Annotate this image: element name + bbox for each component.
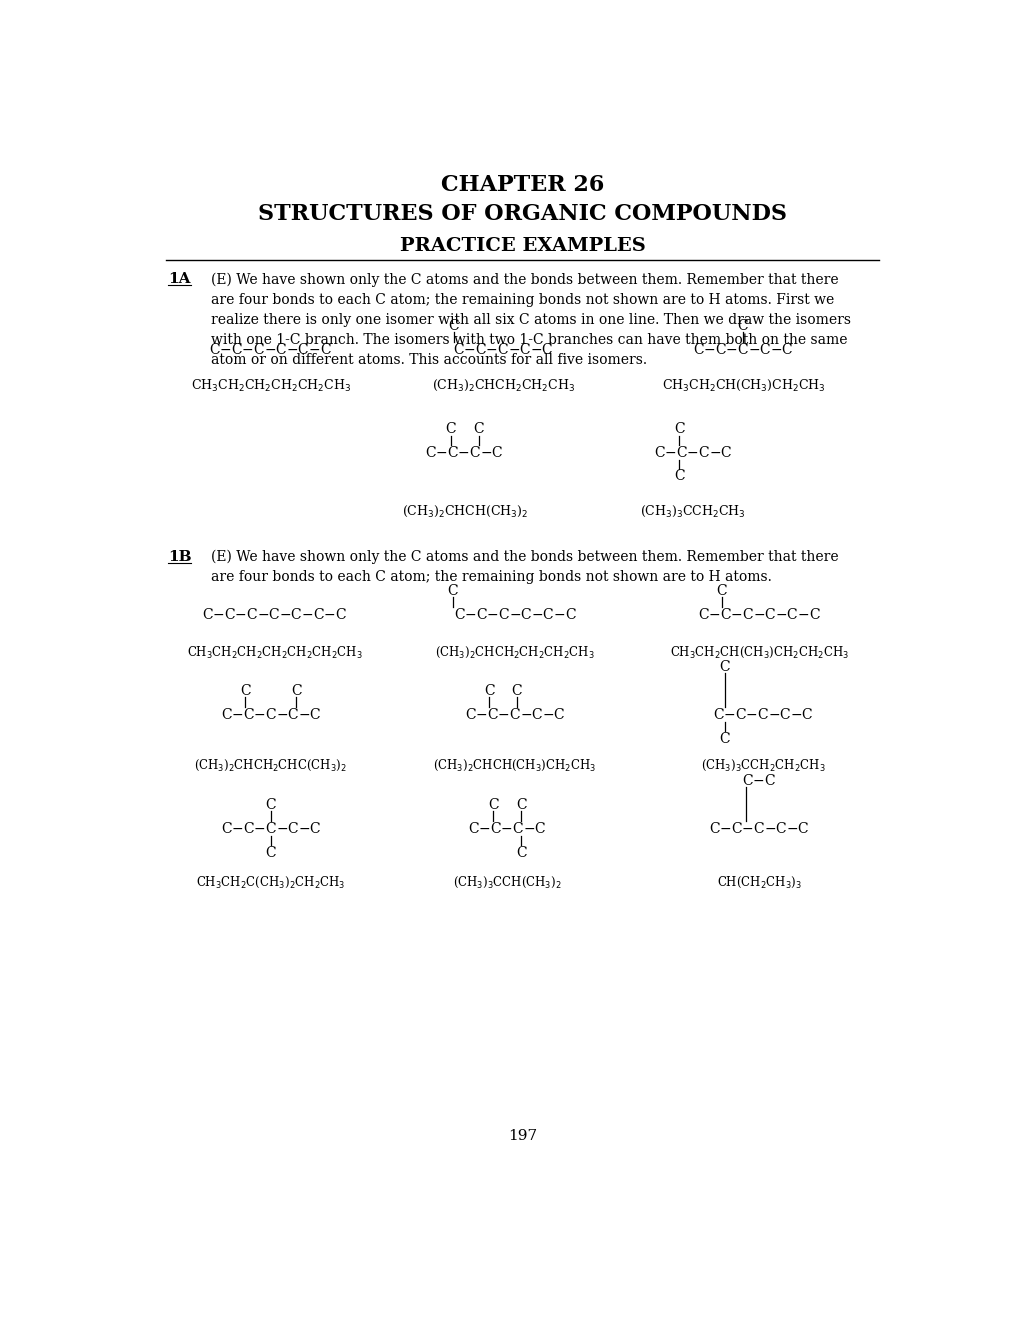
- Text: C: C: [719, 733, 730, 746]
- Text: C$-$C$-$C$-$C$-$C: C$-$C$-$C$-$C$-$C: [708, 821, 809, 836]
- Text: CH$_3$CH$_2$CH$_2$CH$_2$CH$_2$CH$_2$CH$_3$: CH$_3$CH$_2$CH$_2$CH$_2$CH$_2$CH$_2$CH$_…: [186, 645, 362, 661]
- Text: C$-$C$-$C$-$C$-$C: C$-$C$-$C$-$C$-$C: [452, 342, 553, 356]
- Text: C$-$C: C$-$C: [742, 774, 775, 788]
- Text: C$-$C$-$C$-$C: C$-$C$-$C$-$C: [468, 821, 546, 836]
- Text: (E) We have shown only the C atoms and the bonds between them. Remember that the: (E) We have shown only the C atoms and t…: [211, 549, 838, 583]
- Text: C: C: [448, 319, 459, 333]
- Text: (CH$_3$)$_2$CHCH(CH$_3$)CH$_2$CH$_3$: (CH$_3$)$_2$CHCH(CH$_3$)CH$_2$CH$_3$: [433, 758, 596, 772]
- Text: (CH$_3$)$_3$CCH$_2$CH$_3$: (CH$_3$)$_3$CCH$_2$CH$_3$: [640, 503, 746, 519]
- Text: STRUCTURES OF ORGANIC COMPOUNDS: STRUCTURES OF ORGANIC COMPOUNDS: [258, 203, 787, 226]
- Text: C: C: [516, 846, 526, 859]
- Text: C: C: [516, 799, 526, 812]
- Text: 197: 197: [507, 1129, 537, 1143]
- Text: PRACTICE EXAMPLES: PRACTICE EXAMPLES: [399, 238, 645, 255]
- Text: C: C: [239, 684, 251, 698]
- Text: C: C: [487, 799, 498, 812]
- Text: CH$_3$CH$_2$CH$_2$CH$_2$CH$_2$CH$_3$: CH$_3$CH$_2$CH$_2$CH$_2$CH$_2$CH$_3$: [191, 378, 351, 393]
- Text: C: C: [265, 799, 276, 812]
- Text: C$-$C$-$C$-$C$-$C$-$C: C$-$C$-$C$-$C$-$C$-$C: [453, 607, 576, 622]
- Text: C: C: [737, 319, 747, 333]
- Text: C: C: [290, 684, 302, 698]
- Text: 1B: 1B: [168, 549, 192, 564]
- Text: (E) We have shown only the C atoms and the bonds between them. Remember that the: (E) We have shown only the C atoms and t…: [211, 272, 851, 367]
- Text: C$-$C$-$C$-$C$-$C: C$-$C$-$C$-$C$-$C: [220, 821, 321, 836]
- Text: 1A: 1A: [168, 272, 191, 286]
- Text: C$-$C$-$C$-$C$-$C$-$C: C$-$C$-$C$-$C$-$C$-$C: [697, 607, 820, 622]
- Text: C$-$C$-$C$-$C$-$C: C$-$C$-$C$-$C$-$C: [693, 342, 793, 356]
- Text: C: C: [265, 846, 276, 859]
- Text: C: C: [473, 422, 483, 437]
- Text: CH$_3$CH$_2$CH(CH$_3$)CH$_2$CH$_2$CH$_3$: CH$_3$CH$_2$CH(CH$_3$)CH$_2$CH$_2$CH$_3$: [668, 645, 848, 660]
- Text: C: C: [447, 585, 458, 598]
- Text: CH(CH$_2$CH$_3$)$_3$: CH(CH$_2$CH$_3$)$_3$: [716, 875, 801, 890]
- Text: C: C: [484, 684, 494, 698]
- Text: C: C: [511, 684, 522, 698]
- Text: C: C: [716, 585, 727, 598]
- Text: C$-$C$-$C$-$C$-$C: C$-$C$-$C$-$C$-$C: [712, 706, 812, 722]
- Text: C$-$C$-$C$-$C$-$C: C$-$C$-$C$-$C$-$C: [220, 706, 321, 722]
- Text: C$-$C$-$C$-$C: C$-$C$-$C$-$C: [425, 445, 503, 461]
- Text: C$-$C$-$C$-$C$-$C: C$-$C$-$C$-$C$-$C: [465, 706, 565, 722]
- Text: C: C: [719, 660, 730, 673]
- Text: C: C: [445, 422, 455, 437]
- Text: (CH$_3$)$_2$CHCH(CH$_3$)$_2$: (CH$_3$)$_2$CHCH(CH$_3$)$_2$: [401, 503, 527, 519]
- Text: CHAPTER 26: CHAPTER 26: [440, 174, 604, 195]
- Text: C$-$C$-$C$-$C$-$C$-$C$-$C: C$-$C$-$C$-$C$-$C$-$C$-$C: [202, 607, 347, 622]
- Text: (CH$_3$)$_2$CHCH$_2$CH$_2$CH$_3$: (CH$_3$)$_2$CHCH$_2$CH$_2$CH$_3$: [431, 378, 575, 393]
- Text: (CH$_3$)$_3$CCH$_2$CH$_2$CH$_3$: (CH$_3$)$_3$CCH$_2$CH$_2$CH$_3$: [700, 758, 824, 772]
- Text: C$-$C$-$C$-$C: C$-$C$-$C$-$C: [653, 445, 732, 461]
- Text: (CH$_3$)$_2$CHCH$_2$CH$_2$CH$_2$CH$_3$: (CH$_3$)$_2$CHCH$_2$CH$_2$CH$_2$CH$_3$: [435, 645, 594, 660]
- Text: C$-$C$-$C$-$C$-$C$-$C: C$-$C$-$C$-$C$-$C$-$C: [209, 342, 332, 356]
- Text: (CH$_3$)$_3$CCH(CH$_3$)$_2$: (CH$_3$)$_3$CCH(CH$_3$)$_2$: [452, 875, 561, 890]
- Text: C: C: [674, 422, 684, 437]
- Text: CH$_3$CH$_2$CH(CH$_3$)CH$_2$CH$_3$: CH$_3$CH$_2$CH(CH$_3$)CH$_2$CH$_3$: [661, 378, 824, 393]
- Text: C: C: [674, 469, 684, 483]
- Text: CH$_3$CH$_2$C(CH$_3$)$_2$CH$_2$CH$_3$: CH$_3$CH$_2$C(CH$_3$)$_2$CH$_2$CH$_3$: [196, 875, 345, 890]
- Text: (CH$_3$)$_2$CHCH$_2$CHC(CH$_3$)$_2$: (CH$_3$)$_2$CHCH$_2$CHC(CH$_3$)$_2$: [195, 758, 347, 772]
